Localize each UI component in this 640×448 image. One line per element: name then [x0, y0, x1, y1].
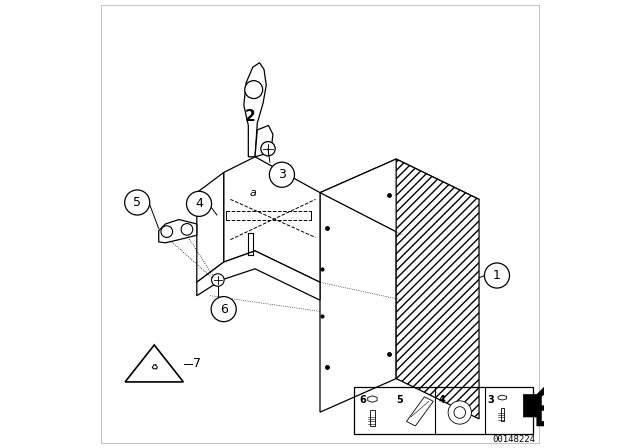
Circle shape — [125, 190, 150, 215]
Circle shape — [161, 226, 173, 237]
Polygon shape — [396, 159, 479, 419]
Polygon shape — [320, 159, 479, 235]
Polygon shape — [320, 159, 396, 412]
Polygon shape — [159, 220, 197, 243]
Circle shape — [186, 191, 212, 216]
Polygon shape — [224, 157, 320, 282]
Polygon shape — [368, 396, 377, 402]
Polygon shape — [255, 125, 273, 157]
Text: 5: 5 — [133, 196, 141, 209]
Text: 00148224: 00148224 — [492, 435, 535, 444]
Text: 5: 5 — [396, 395, 403, 405]
Polygon shape — [406, 397, 433, 426]
Text: ♻: ♻ — [150, 363, 158, 372]
Polygon shape — [524, 387, 560, 426]
Text: 3: 3 — [488, 395, 494, 405]
Bar — [370, 410, 374, 426]
Circle shape — [211, 297, 236, 322]
Circle shape — [484, 263, 509, 288]
Circle shape — [244, 81, 262, 99]
Circle shape — [212, 274, 224, 286]
Text: 1: 1 — [493, 269, 501, 282]
Polygon shape — [498, 395, 507, 400]
Text: 2: 2 — [245, 109, 256, 124]
Text: 3: 3 — [278, 168, 286, 181]
Text: a: a — [250, 188, 256, 198]
Circle shape — [269, 162, 294, 187]
Circle shape — [261, 142, 275, 156]
Circle shape — [181, 224, 193, 235]
Polygon shape — [197, 172, 224, 282]
Circle shape — [454, 407, 466, 418]
Circle shape — [448, 401, 472, 424]
Bar — [500, 408, 504, 421]
Text: 6: 6 — [359, 395, 365, 405]
Text: 6: 6 — [220, 302, 228, 316]
Polygon shape — [125, 345, 184, 382]
Polygon shape — [197, 251, 320, 300]
Text: 7: 7 — [193, 357, 201, 370]
Text: 4: 4 — [439, 395, 445, 405]
Polygon shape — [244, 63, 266, 157]
Text: 4: 4 — [195, 197, 203, 211]
